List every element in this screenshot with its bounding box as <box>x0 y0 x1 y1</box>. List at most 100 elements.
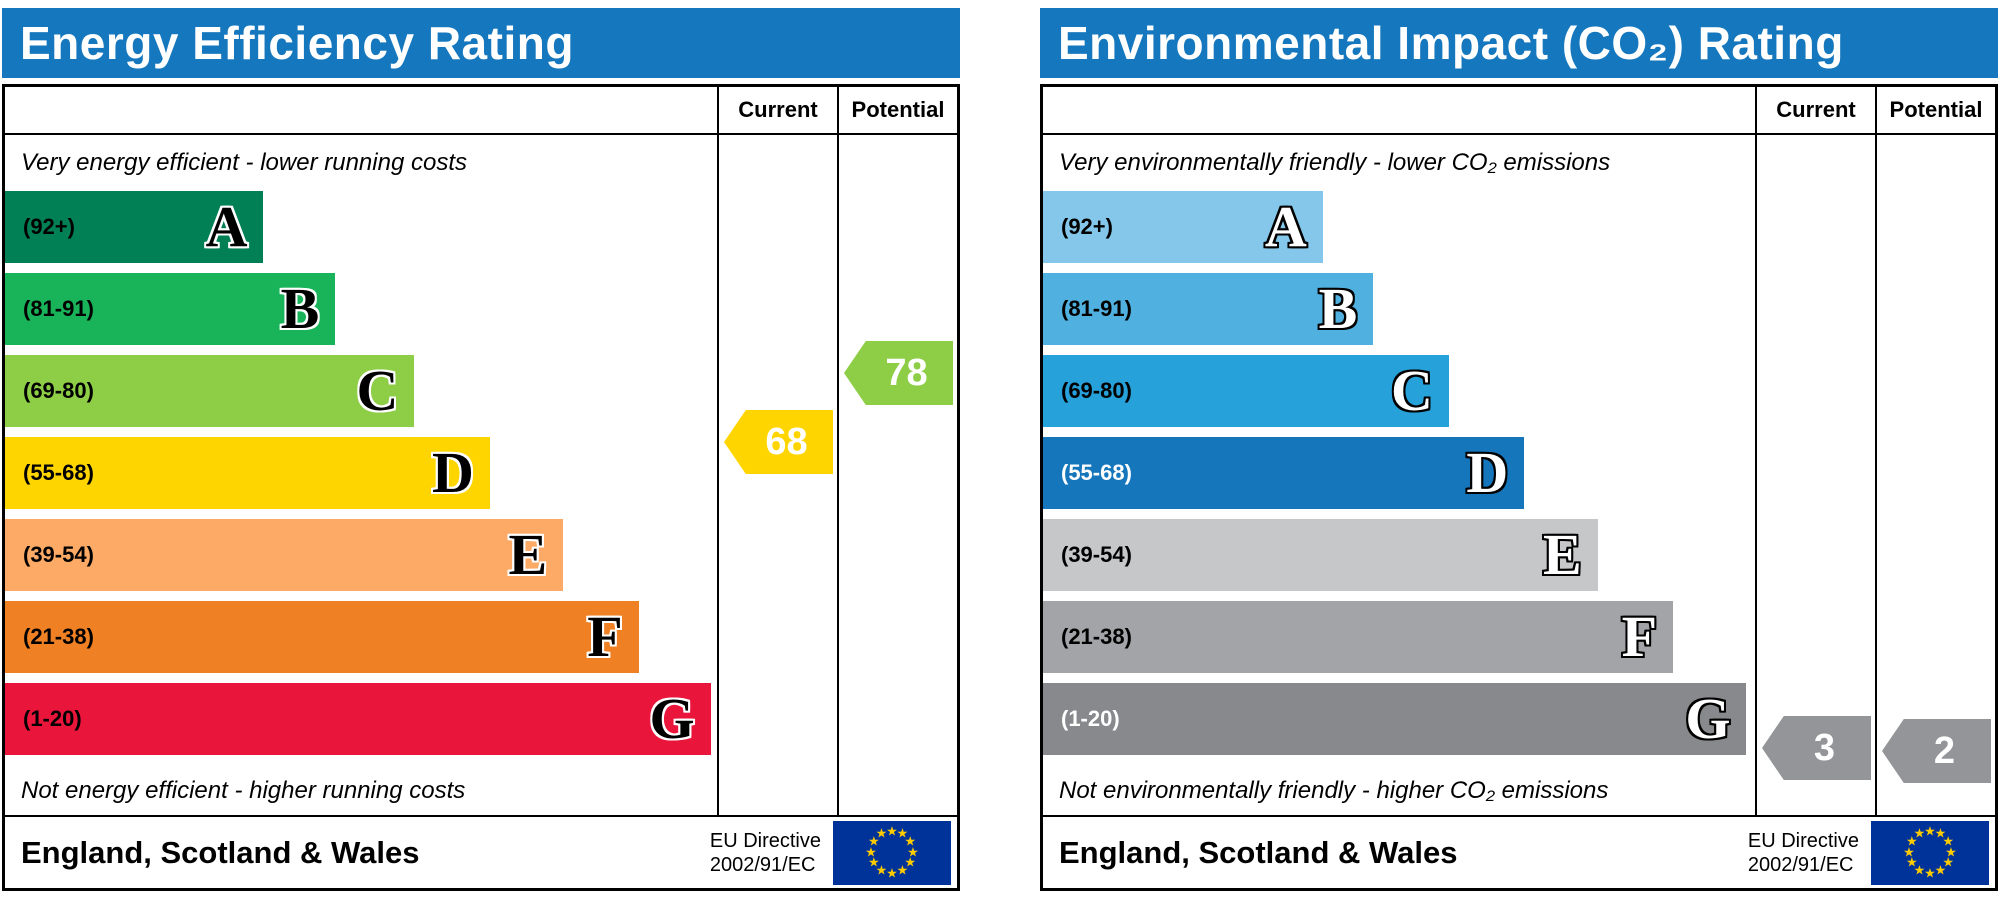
band-letter: A <box>1264 194 1307 259</box>
rating-band-b: (81-91) B <box>5 273 717 355</box>
eu-flag-star: ★ <box>886 824 898 839</box>
band-range-label: (69-80) <box>1061 378 1132 403</box>
band-region: Very environmentally friendly - lower CO… <box>1043 135 1755 815</box>
eu-directive-label: EU Directive 2002/91/EC <box>710 829 821 877</box>
column-header-spacer <box>1043 87 1755 133</box>
band-range-label: (1-20) <box>23 706 82 731</box>
eu-flag-star: ★ <box>867 855 880 871</box>
chart-table: Current Potential Very energy efficient … <box>2 84 960 891</box>
band-range-label: (92+) <box>23 214 75 239</box>
eu-directive-line1: EU Directive <box>1747 829 1859 852</box>
eu-directive-line2: 2002/91/EC <box>1747 853 1854 876</box>
chart-title: Energy Efficiency Rating <box>20 17 574 69</box>
band-range-label: (81-91) <box>23 296 94 321</box>
rating-band-c: (69-80) C <box>5 355 717 437</box>
potential-column: 78 <box>837 135 957 815</box>
band-range-label: (21-38) <box>23 624 94 649</box>
chart-body: Very energy efficient - lower running co… <box>5 135 957 815</box>
rating-band-d: (55-68) D <box>5 437 717 519</box>
band-letter: D <box>431 440 474 505</box>
eu-flag-star: ★ <box>896 826 909 842</box>
eu-flag-star: ★ <box>904 834 917 850</box>
band-letter: E <box>1542 522 1582 587</box>
current-column: 68 <box>717 135 837 815</box>
bottom-note: Not environmentally friendly - higher CO… <box>1059 777 1609 804</box>
eu-flag-star: ★ <box>1934 826 1947 842</box>
potential-rating-value: 2 <box>1933 729 1956 772</box>
band-bar: (81-91) B <box>5 273 336 345</box>
eu-directive-line1: EU Directive <box>709 829 821 852</box>
band-letter: B <box>280 276 320 341</box>
eu-flag-star: ★ <box>875 826 888 842</box>
current-column-header: Current <box>1755 87 1875 133</box>
eu-flag-star: ★ <box>865 845 877 860</box>
chart-footer: England, Scotland & Wales EU Directive 2… <box>5 815 957 888</box>
rating-band-g: (1-20) G <box>1043 683 1755 765</box>
rating-band-c: (69-80) C <box>1043 355 1755 437</box>
band-letter: C <box>356 358 399 423</box>
top-note: Very energy efficient - lower running co… <box>21 149 467 176</box>
band-letter: C <box>1390 358 1433 423</box>
eu-flag-icon: ★ ★ ★ ★ ★ ★ ★ ★ ★ ★ ★ ★ <box>833 820 951 885</box>
band-bar: (1-20) G <box>1043 683 1747 755</box>
band-bar: (21-38) F <box>5 601 639 673</box>
band-bar: (92+) A <box>5 191 264 263</box>
current-column-header: Current <box>717 87 837 133</box>
band-range-label: (81-91) <box>1061 296 1132 321</box>
eu-directive-label: EU Directive 2002/91/EC <box>1748 829 1859 877</box>
eu-flag-star: ★ <box>875 863 888 879</box>
eu-flag-star: ★ <box>1942 834 1955 850</box>
rating-band-a: (92+) A <box>5 191 717 273</box>
rating-bands: (92+) A (81-91) B (69-80) C (55-68) D (39-54) E (2… <box>1043 191 1755 765</box>
band-bar: (39-54) E <box>1043 519 1598 591</box>
band-bar: (55-68) D <box>1043 437 1525 509</box>
region-label: England, Scotland & Wales <box>1059 834 1458 870</box>
current-rating-arrow: 68 <box>724 410 833 474</box>
band-range-label: (21-38) <box>1061 624 1132 649</box>
band-bar: (55-68) D <box>5 437 490 509</box>
band-letter: B <box>1318 276 1358 341</box>
band-bar: (21-38) F <box>1043 601 1674 673</box>
eu-flag-star: ★ <box>1945 845 1957 860</box>
eu-flag-icon: ★ ★ ★ ★ ★ ★ ★ ★ ★ ★ ★ ★ <box>1871 820 1989 885</box>
band-range-label: (92+) <box>1061 214 1113 239</box>
environmental-impact-chart: Environmental Impact (CO₂) Rating Curren… <box>1040 8 1998 891</box>
potential-rating-value: 78 <box>885 351 928 394</box>
band-letter: G <box>1685 686 1731 751</box>
band-letter: A <box>205 194 248 259</box>
band-bar: (81-91) B <box>1043 273 1374 345</box>
rating-band-e: (39-54) E <box>5 519 717 601</box>
rating-band-a: (92+) A <box>1043 191 1755 273</box>
current-rating-value: 68 <box>765 420 808 463</box>
eu-flag-star: ★ <box>1905 834 1918 850</box>
rating-band-b: (81-91) B <box>1043 273 1755 355</box>
band-letter: F <box>1621 604 1658 669</box>
rating-band-f: (21-38) F <box>1043 601 1755 683</box>
eu-flag-star: ★ <box>1934 863 1947 879</box>
chart-body: Very environmentally friendly - lower CO… <box>1043 135 1995 815</box>
band-letter: D <box>1466 440 1509 505</box>
chart-table: Current Potential Very environmentally f… <box>1040 84 1998 891</box>
rating-band-f: (21-38) F <box>5 601 717 683</box>
band-bar: (39-54) E <box>5 519 564 591</box>
eu-flag-star: ★ <box>896 863 909 879</box>
rating-bands: (92+) A (81-91) B (69-80) C (55-68) D (39-54) E (2… <box>5 191 717 765</box>
band-bar: (69-80) C <box>1043 355 1449 427</box>
chart-header-bar: Energy Efficiency Rating <box>2 8 960 78</box>
eu-flag-star: ★ <box>1903 845 1915 860</box>
band-region: Very energy efficient - lower running co… <box>5 135 717 815</box>
rating-band-e: (39-54) E <box>1043 519 1755 601</box>
region-label: England, Scotland & Wales <box>21 834 420 870</box>
eu-flag-star: ★ <box>1913 863 1926 879</box>
current-rating-value: 3 <box>1813 726 1836 769</box>
column-header-row: Current Potential <box>1043 87 1995 135</box>
chart-header-bar: Environmental Impact (CO₂) Rating <box>1040 8 1998 78</box>
energy-efficiency-chart: Energy Efficiency Rating Current Potenti… <box>2 8 960 891</box>
eu-flag-star: ★ <box>867 834 880 850</box>
potential-rating-arrow: 78 <box>844 341 953 405</box>
eu-flag-star: ★ <box>1913 826 1926 842</box>
band-range-label: (39-54) <box>1061 542 1132 567</box>
bottom-note: Not energy efficient - higher running co… <box>21 777 466 804</box>
potential-column-header: Potential <box>837 87 957 133</box>
